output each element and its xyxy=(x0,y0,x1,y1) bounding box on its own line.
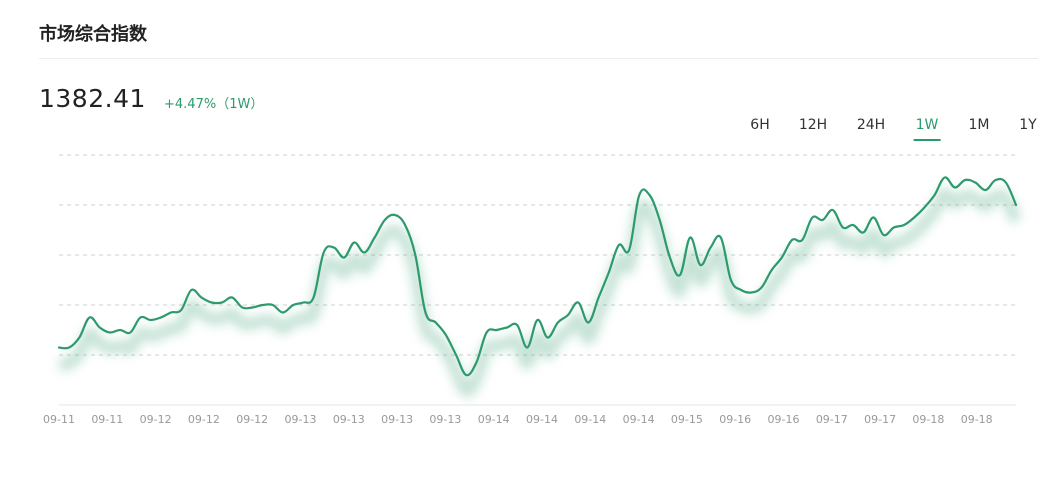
x-tick-label: 09-12 xyxy=(236,413,268,426)
range-tab-1m[interactable]: 1M xyxy=(968,117,990,133)
range-tab-24h[interactable]: 24H xyxy=(856,117,886,133)
x-tick-label: 09-12 xyxy=(140,413,172,426)
x-tick-label: 09-12 xyxy=(188,413,220,426)
x-tick-label: 09-15 xyxy=(671,413,703,426)
range-tab-1y[interactable]: 1Y xyxy=(1019,117,1037,133)
x-tick-label: 09-14 xyxy=(574,413,606,426)
x-tick-label: 09-14 xyxy=(478,413,510,426)
range-selector: 6H 12H 24H 1W 1M 1Y xyxy=(0,117,1062,141)
x-tick-label: 09-17 xyxy=(816,413,848,426)
x-tick-label: 09-17 xyxy=(864,413,896,426)
x-tick-label: 09-13 xyxy=(333,413,365,426)
x-tick-label: 09-13 xyxy=(285,413,317,426)
x-tick-label: 09-14 xyxy=(526,413,558,426)
x-tick-label: 09-18 xyxy=(961,413,993,426)
index-change: +4.47%（1W） xyxy=(164,97,264,112)
x-tick-label: 09-11 xyxy=(91,413,123,426)
x-tick-label: 09-18 xyxy=(912,413,944,426)
x-tick-label: 09-16 xyxy=(719,413,751,426)
index-value: 1382.41 xyxy=(39,84,146,113)
title-divider xyxy=(39,58,1038,59)
x-tick-label: 09-14 xyxy=(623,413,655,426)
range-tab-1w[interactable]: 1W xyxy=(913,117,941,141)
x-tick-label: 09-13 xyxy=(429,413,461,426)
x-tick-label: 09-11 xyxy=(43,413,75,426)
x-tick-label: 09-13 xyxy=(381,413,413,426)
range-tab-12h[interactable]: 12H xyxy=(798,117,828,133)
page-title: 市场综合指数 xyxy=(39,24,147,45)
x-tick-label: 09-16 xyxy=(768,413,800,426)
series-line xyxy=(57,176,1018,377)
range-tab-6h[interactable]: 6H xyxy=(750,117,770,133)
series-shadow xyxy=(58,187,1022,398)
